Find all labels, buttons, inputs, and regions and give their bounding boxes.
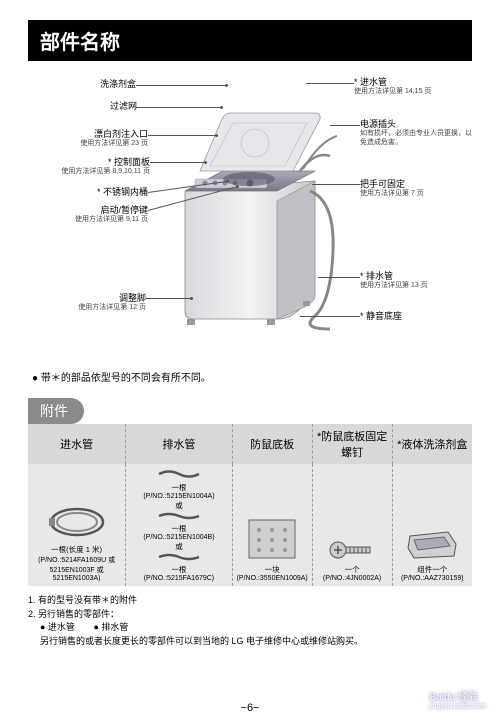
label-handle-lock: 把手可固定使用方法详见第 7 页: [360, 179, 472, 199]
drain-hose-icon: [157, 511, 201, 521]
label-steel-tub: * 不锈钢内桶: [76, 187, 148, 198]
footer-notes: 1. 有的型号没有带＊的附件 2. 另行销售的零部件： ● 进水管 ● 排水管 …: [28, 594, 472, 648]
page-number: −6−: [0, 702, 500, 714]
th-drain: 排水管: [126, 424, 233, 464]
footer-line-2: 2. 另行销售的零部件：: [28, 608, 472, 622]
drain-hose-icon: [157, 552, 201, 562]
leader-line: [150, 162, 205, 163]
screw-icon: [328, 538, 376, 562]
leader-line: [136, 107, 221, 108]
page-title: 部件名称: [28, 20, 472, 61]
cell-rat-board: 一块 (P/NO.:3550EN1009A): [232, 464, 312, 586]
label-level-foot: 调整脚使用方法详见第 12 页: [58, 293, 146, 313]
leader-line: [300, 316, 360, 317]
rat-board-icon: [245, 516, 299, 562]
leader-line: [148, 135, 216, 136]
leader-line: [330, 125, 360, 126]
label-drain-hose: * 排水管使用方法详见第 13 页: [360, 271, 472, 291]
th-screw: *防鼠底板固定螺钉: [312, 424, 392, 464]
page: 部件名称: [0, 0, 500, 722]
liquid-box-icon: [404, 526, 460, 562]
label-detergent-box: 洗涤剂盒: [100, 79, 136, 90]
th-liquid-box: *液体洗涤剂盒: [392, 424, 472, 464]
cell-drain: 一根(P/NO.:5215EN1004A) 或 一根(P/NO.:5215EN1…: [126, 464, 233, 586]
drain-hose-icon: [157, 468, 201, 480]
parts-diagram: 洗涤剂盒 过滤网 漂白剂注入口使用方法详见第 23 页 * 控制面板使用方法详见…: [28, 71, 472, 361]
cell-inlet: 一根(长度 1 米) (P/NO.:5214FA1609U 或 5215EN10…: [28, 464, 126, 586]
accessories-heading: 附件: [28, 398, 84, 424]
footer-bullets: ● 进水管 ● 排水管: [40, 621, 472, 635]
leader-line: [312, 184, 360, 185]
cell-screw: 一个 (P/NO.:4JN0002A): [312, 464, 392, 586]
label-control-panel: * 控制面板使用方法详见第 8,9,10,11 页: [28, 157, 150, 177]
watermark-url: jingyan.baidu.com: [430, 703, 486, 710]
label-filter: 过滤网: [110, 101, 137, 112]
leader-line: [136, 85, 226, 86]
asterisk-note: ● 带＊的部品依型号的不同会有所不同。: [32, 369, 472, 384]
watermark: Baidu 经验 jingyan.baidu.com: [430, 688, 486, 710]
inlet-hose-icon: [47, 500, 107, 542]
label-silent-base: * 静音底座: [360, 311, 472, 322]
cell-liquid-box: 组件一个 (P/NO.:AAZ730159): [392, 464, 472, 586]
label-start-pause: 启动/暂停键使用方法详见第 9,11 页: [56, 205, 148, 225]
table-header-row: 进水管 排水管 防鼠底板 *防鼠底板固定螺钉 *液体洗涤剂盒: [28, 424, 472, 464]
accessories-table: 进水管 排水管 防鼠底板 *防鼠底板固定螺钉 *液体洗涤剂盒 一根(长度 1 米…: [28, 424, 472, 586]
leader-line: [318, 277, 360, 278]
table-row: 一根(长度 1 米) (P/NO.:5214FA1609U 或 5215EN10…: [28, 464, 472, 586]
footer-line-1: 1. 有的型号没有带＊的附件: [28, 594, 472, 608]
label-power-plug: 电源插头如有损坏，必须由专业人员更换，以免造成危害。: [360, 119, 472, 148]
th-rat-board: 防鼠底板: [232, 424, 312, 464]
label-bleach-inlet: 漂白剂注入口使用方法详见第 23 页: [46, 129, 148, 149]
th-inlet: 进水管: [28, 424, 126, 464]
watermark-brand: Baidu 经验: [430, 692, 478, 703]
footer-line-3: 另行销售的或者长度更长的零部件可以到当地的 LG 电子维修中心或维修站购买。: [40, 635, 472, 649]
leader-line: [146, 298, 191, 299]
leader-line: [306, 83, 354, 84]
label-inlet-hose: * 进水管使用方法详见第 14,15 页: [354, 77, 472, 97]
